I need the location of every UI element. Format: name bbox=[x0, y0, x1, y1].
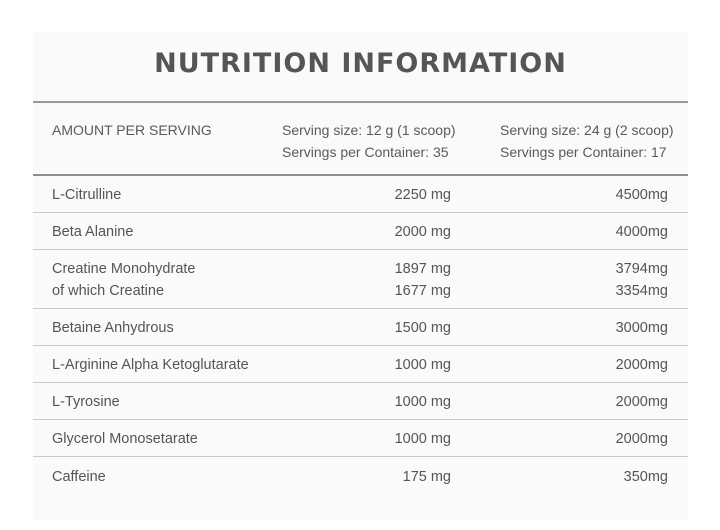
divider bbox=[33, 101, 688, 103]
amount-2-scoop: 2000mg bbox=[615, 357, 668, 373]
header-divider bbox=[33, 174, 688, 176]
table-row: Betaine Anhydrous 1500 mg 3000mg bbox=[33, 309, 688, 346]
amount-1-scoop: 1897 mg bbox=[394, 261, 451, 277]
amount-1-scoop: 2250 mg bbox=[394, 187, 451, 203]
ingredient-name: Glycerol Monosetarate bbox=[52, 431, 198, 447]
table-row: Caffeine 175 mg 350mg bbox=[33, 457, 688, 497]
ingredient-name: Creatine Monohydrate bbox=[52, 261, 196, 277]
amount-2-scoop: 2000mg bbox=[615, 394, 668, 410]
amount-2-scoop: 3794mg bbox=[615, 261, 668, 277]
page-title: NUTRITION INFORMATION bbox=[154, 48, 567, 79]
ingredient-name: L-Citrulline bbox=[52, 187, 122, 203]
serving-column-2-header: Serving size: 24 g (2 scoop) Servings pe… bbox=[500, 119, 690, 163]
amount-1-scoop: 1500 mg bbox=[394, 320, 451, 336]
amount-1-scoop: 1000 mg bbox=[394, 357, 451, 373]
serving-size-1: Serving size: 12 g (1 scoop) bbox=[282, 122, 456, 138]
amount-per-serving-header: AMOUNT PER SERVING bbox=[52, 122, 212, 138]
table-row: L-Citrulline 2250 mg 4500mg bbox=[33, 176, 688, 213]
ingredient-name: Beta Alanine bbox=[52, 224, 134, 240]
ingredient-name: L-Arginine Alpha Ketoglutarate bbox=[52, 357, 249, 373]
table-row: Beta Alanine 2000 mg 4000mg bbox=[33, 213, 688, 250]
amount-2-scoop: 4000mg bbox=[615, 224, 668, 240]
table-row: Glycerol Monosetarate 1000 mg 2000mg bbox=[33, 420, 688, 457]
amount-1-scoop: 2000 mg bbox=[394, 224, 451, 240]
amount-2-scoop: 4500mg bbox=[615, 187, 668, 203]
ingredient-name: Caffeine bbox=[52, 469, 106, 485]
amount-2-scoop: 3000mg bbox=[615, 320, 668, 336]
amount-2-scoop: 350mg bbox=[623, 469, 668, 485]
serving-column-1-header: Serving size: 12 g (1 scoop) Servings pe… bbox=[282, 119, 467, 163]
serving-size-2: Serving size: 24 g (2 scoop) bbox=[500, 122, 674, 138]
servings-per-container-1: Servings per Container: 35 bbox=[282, 144, 449, 160]
ingredient-name: L-Tyrosine bbox=[52, 394, 120, 410]
amount-1-scoop: 1000 mg bbox=[394, 394, 451, 410]
amount-1-scoop-sub: 1677 mg bbox=[394, 283, 451, 299]
amount-1-scoop: 1000 mg bbox=[394, 431, 451, 447]
table-row: L-Tyrosine 1000 mg 2000mg bbox=[33, 383, 688, 420]
ingredient-name: Betaine Anhydrous bbox=[52, 320, 174, 336]
amount-2-scoop-sub: 3354mg bbox=[615, 283, 668, 299]
table-row: Creatine Monohydrate of which Creatine 1… bbox=[33, 250, 688, 309]
ingredient-subname: of which Creatine bbox=[52, 283, 165, 299]
nutrition-panel bbox=[33, 32, 688, 520]
amount-1-scoop: 175 mg bbox=[402, 469, 451, 485]
amount-2-scoop: 2000mg bbox=[615, 431, 668, 447]
servings-per-container-2: Servings per Container: 17 bbox=[500, 144, 667, 160]
table-row: L-Arginine Alpha Ketoglutarate 1000 mg 2… bbox=[33, 346, 688, 383]
